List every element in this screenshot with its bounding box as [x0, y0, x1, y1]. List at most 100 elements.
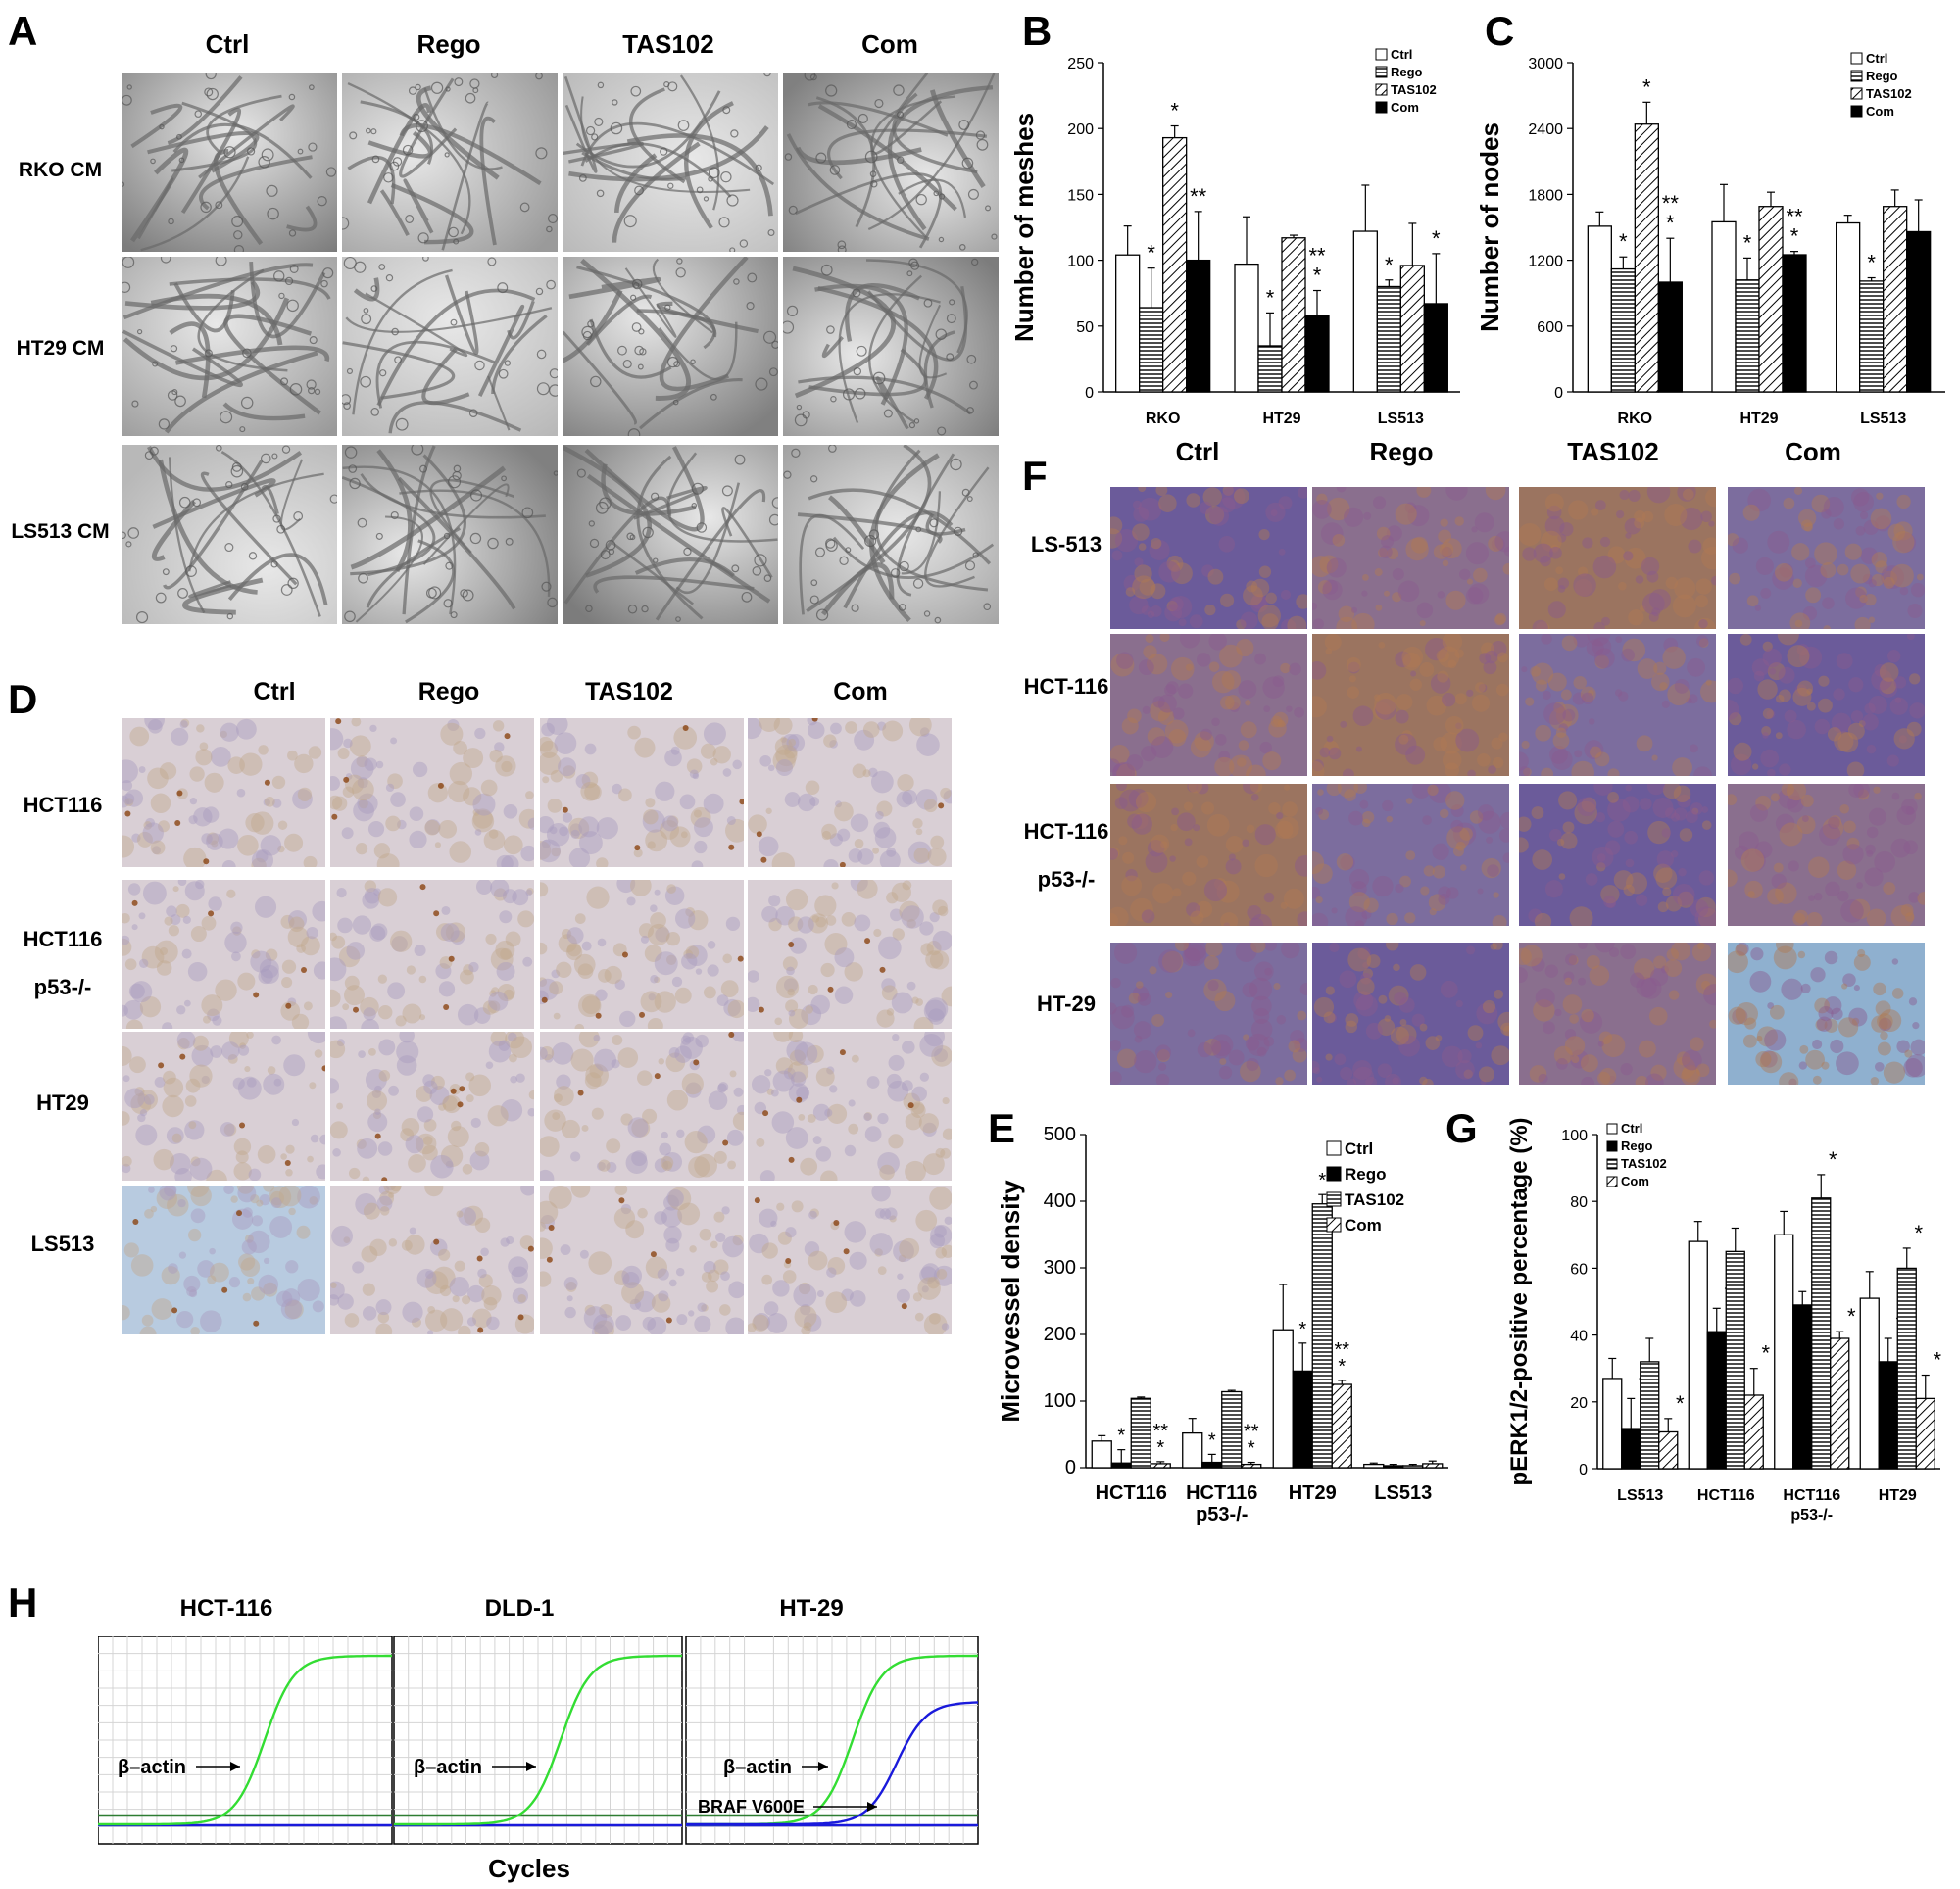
chart-E-bar: [1422, 1463, 1444, 1469]
chart-G-category: HCT116: [1783, 1487, 1840, 1504]
qpcr-actin-label: β–actin: [118, 1757, 186, 1778]
chart-C-annotation: *: [1642, 74, 1651, 99]
panel-f-row-hct116-p53-line1: HCT-116: [1023, 819, 1109, 844]
qpcr-panel-2: β–actin: [393, 1636, 683, 1845]
chart-E-legend-label: Com: [1345, 1216, 1382, 1235]
chart-E-category: LS513: [1374, 1482, 1432, 1504]
chart-B-annotation: **: [1190, 184, 1207, 209]
chart-E-annotation: **: [1152, 1421, 1168, 1442]
chart-E-annotation: *: [1156, 1437, 1164, 1459]
chart-B-legend-label: Rego: [1391, 65, 1423, 79]
panel-d-col-com: Com: [833, 678, 888, 705]
chart-B-annotation: *: [1170, 99, 1179, 123]
chart-C-annotation: *: [1666, 211, 1675, 235]
chart-G-legend-swatch: [1606, 1158, 1618, 1170]
panel-f-image-r3-c4: [1728, 784, 1925, 926]
chart-C-legend-label: TAS102: [1866, 86, 1912, 101]
panel-h-title-hct116: HCT-116: [179, 1595, 273, 1622]
chart-B-bar: [1399, 265, 1425, 393]
panel-label-b: B: [1022, 8, 1053, 54]
chart-E-category: HCT116: [1186, 1482, 1257, 1504]
chart-E-legend-swatch: [1326, 1140, 1342, 1156]
panel-d-row-ht29-line1: HT29: [36, 1090, 89, 1115]
panel-a-image-r1-c3: [563, 73, 778, 252]
panel-a-col-rego: Rego: [416, 29, 481, 59]
chart-G-ytick: 100: [1561, 1128, 1588, 1144]
chart-C-annotation: *: [1743, 230, 1752, 255]
panel-f-row-hct116-p53: HCT-116 p53-/-: [1007, 813, 1125, 898]
chart-E-bar: [1402, 1465, 1424, 1469]
chart-B-ytick: 250: [1067, 56, 1094, 73]
chart-G-bar: [1878, 1361, 1898, 1470]
panel-f-row-ls513: LS-513: [1007, 526, 1125, 562]
chart-C-category: HT29: [1740, 411, 1778, 427]
chart-E-bar: [1182, 1431, 1203, 1469]
chart-G-legend-label: Rego: [1621, 1138, 1653, 1153]
chart-E-category: p53-/-: [1196, 1504, 1248, 1526]
panel-d-row-hct116-p53-line1: HCT116: [23, 927, 103, 951]
chart-G-bar: [1706, 1331, 1727, 1470]
chart-E-bar: [1272, 1329, 1294, 1469]
chart-G-annotation: *: [1676, 1391, 1685, 1416]
chart-B-category: HT29: [1262, 411, 1300, 427]
chart-B-bar: [1186, 259, 1211, 393]
chart-B-bar: [1352, 230, 1378, 393]
chart-B-annotation: *: [1313, 264, 1322, 288]
panel-d-image-r1-c4: [748, 718, 952, 867]
chart-B-category: RKO: [1146, 411, 1181, 427]
chart-E-legend-label: Rego: [1345, 1165, 1387, 1184]
chart-C-bar: [1758, 206, 1784, 393]
panel-f-image-r3-c2: [1312, 784, 1509, 926]
chart-B-legend-label: TAS102: [1391, 82, 1437, 97]
chart-C-bar: [1587, 225, 1612, 393]
chart-E-bar: [1091, 1440, 1112, 1469]
chart-G-category: p53-/-: [1790, 1507, 1833, 1524]
panel-d-image-r4-c2: [330, 1186, 534, 1334]
chart-B-bar: [1115, 254, 1141, 393]
panel-f-image-r4-c2: [1312, 943, 1509, 1085]
chart-E-annotation: *: [1208, 1429, 1216, 1451]
chart-C-bar: [1711, 220, 1737, 393]
chart-g-perk: 0 20 40 60 80 100 pERK1/2-positive percentage …: [1506, 1117, 1941, 1524]
chart-C-ytick: 1800: [1528, 187, 1563, 204]
chart-G-bar: [1743, 1394, 1764, 1470]
chart-G-annotation: *: [1829, 1147, 1838, 1172]
chart-E-bar: [1201, 1461, 1223, 1469]
chart-E-ytick: 200: [1044, 1324, 1076, 1345]
chart-C-ytick: 0: [1554, 385, 1563, 402]
panel-d-col-ctrl: Ctrl: [253, 678, 296, 705]
panel-a-image-r2-c4: [783, 257, 999, 436]
panel-f-image-r1-c3: [1519, 487, 1716, 629]
panel-label-a: A: [8, 8, 38, 54]
chart-G-bar: [1859, 1297, 1880, 1470]
panel-f-col-ctrl: Ctrl: [1175, 437, 1220, 466]
qpcr-plots: β–actin β–actin β–actin BRAF V600E: [98, 1636, 979, 1845]
chart-E-category: HCT116: [1096, 1482, 1167, 1504]
chart-C-legend-swatch: [1850, 105, 1863, 118]
panel-label-g: G: [1446, 1105, 1478, 1151]
panel-d-image-r1-c2: [330, 718, 534, 867]
chart-G-legend-label: TAS102: [1621, 1156, 1667, 1171]
chart-E-annotation: *: [1117, 1426, 1125, 1447]
chart-C-bar: [1735, 279, 1760, 393]
chart-G-bar: [1896, 1267, 1917, 1470]
chart-B-annotation: *: [1432, 226, 1441, 251]
chart-B-legend-swatch: [1375, 83, 1388, 96]
chart-B-bar: [1304, 315, 1330, 393]
panel-a-image-r3-c2: [342, 445, 558, 624]
panel-f-row-hct116-p53-line2: p53-/-: [1037, 867, 1096, 893]
chart-G-annotation: *: [1761, 1341, 1770, 1366]
qpcr-panel-3: β–actin BRAF V600E: [685, 1636, 979, 1845]
chart-C-ytick: 2400: [1528, 121, 1563, 138]
chart-E-ytick: 400: [1044, 1190, 1076, 1212]
panel-d-image-r3-c3: [540, 1032, 744, 1181]
panel-f-col-tas102: TAS102: [1567, 437, 1659, 466]
chart-E-bar: [1221, 1390, 1243, 1469]
chart-G-annotation: *: [1847, 1304, 1856, 1329]
chart-B-ytick: 100: [1067, 254, 1094, 270]
chart-B-legend-swatch: [1375, 101, 1388, 114]
chart-C-category: LS513: [1860, 411, 1906, 427]
chart-G-bar: [1774, 1234, 1794, 1470]
chart-C-legend-swatch: [1850, 87, 1863, 100]
panel-d-row-hct116-p53-line2: p53-/-: [33, 975, 92, 1000]
